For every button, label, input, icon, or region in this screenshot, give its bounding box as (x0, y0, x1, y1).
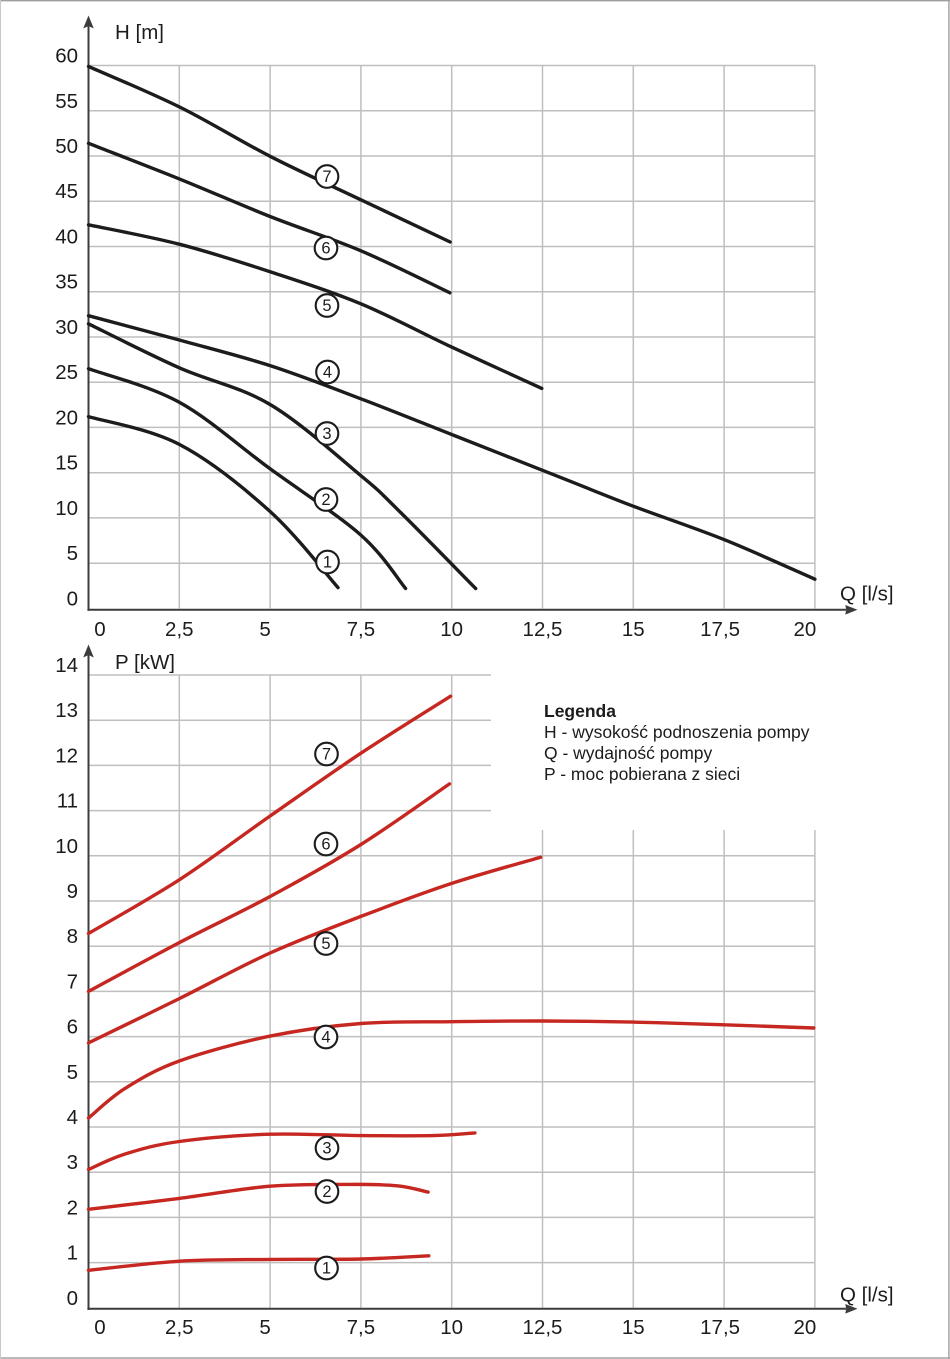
svg-text:20: 20 (55, 406, 78, 429)
svg-text:1: 1 (67, 1242, 78, 1265)
svg-text:60: 60 (55, 45, 78, 68)
svg-text:12,5: 12,5 (523, 1316, 563, 1339)
svg-text:50: 50 (55, 135, 78, 158)
svg-text:10: 10 (55, 835, 78, 858)
svg-text:6: 6 (321, 240, 330, 258)
svg-text:4: 4 (321, 1029, 330, 1047)
svg-text:20: 20 (793, 1316, 816, 1339)
svg-text:9: 9 (67, 880, 78, 903)
svg-text:3: 3 (322, 425, 331, 443)
svg-text:Q [l/s]: Q [l/s] (840, 1284, 894, 1307)
svg-text:P [kW]: P [kW] (115, 651, 175, 674)
svg-text:5: 5 (322, 297, 331, 315)
svg-text:4: 4 (67, 1106, 78, 1129)
svg-text:2: 2 (67, 1196, 78, 1219)
svg-text:Q - wydajność pompy: Q - wydajność pompy (544, 743, 713, 763)
svg-text:17,5: 17,5 (700, 618, 740, 641)
svg-text:35: 35 (55, 271, 78, 294)
svg-text:5: 5 (321, 935, 330, 953)
svg-text:1: 1 (322, 1260, 331, 1278)
svg-text:20: 20 (793, 618, 816, 641)
svg-text:7,5: 7,5 (347, 618, 376, 641)
svg-text:5: 5 (259, 618, 270, 641)
svg-text:7: 7 (322, 168, 331, 186)
svg-text:15: 15 (622, 618, 645, 641)
svg-text:4: 4 (323, 364, 332, 382)
svg-text:0: 0 (94, 618, 105, 641)
svg-text:15: 15 (622, 1316, 645, 1339)
svg-text:10: 10 (55, 497, 78, 520)
svg-text:14: 14 (55, 654, 78, 677)
svg-text:13: 13 (55, 699, 78, 722)
svg-text:12: 12 (55, 744, 78, 767)
svg-text:10: 10 (440, 1316, 463, 1339)
svg-text:5: 5 (67, 1061, 78, 1084)
svg-text:2,5: 2,5 (165, 618, 194, 641)
svg-text:17,5: 17,5 (700, 1316, 740, 1339)
svg-text:3: 3 (322, 1140, 331, 1158)
svg-text:2: 2 (321, 491, 330, 509)
svg-text:1: 1 (323, 554, 332, 572)
svg-text:15: 15 (55, 452, 78, 475)
svg-text:7,5: 7,5 (347, 1316, 376, 1339)
svg-text:Legenda: Legenda (544, 701, 616, 721)
svg-text:2,5: 2,5 (165, 1316, 194, 1339)
svg-text:45: 45 (55, 180, 78, 203)
svg-text:0: 0 (67, 1287, 78, 1310)
svg-text:12,5: 12,5 (523, 618, 563, 641)
svg-text:40: 40 (55, 226, 78, 249)
svg-text:7: 7 (322, 746, 331, 764)
svg-text:H [m]: H [m] (115, 21, 164, 44)
svg-text:P - moc pobierana z sieci: P - moc pobierana z sieci (544, 764, 740, 784)
svg-text:6: 6 (321, 836, 330, 854)
svg-text:55: 55 (55, 90, 78, 113)
svg-text:6: 6 (67, 1016, 78, 1039)
svg-text:30: 30 (55, 316, 78, 339)
svg-text:Q [l/s]: Q [l/s] (840, 583, 894, 606)
svg-text:0: 0 (94, 1316, 105, 1339)
svg-text:7: 7 (67, 970, 78, 993)
svg-text:0: 0 (67, 587, 78, 610)
svg-text:10: 10 (440, 618, 463, 641)
svg-text:5: 5 (259, 1316, 270, 1339)
svg-text:25: 25 (55, 361, 78, 384)
svg-text:2: 2 (322, 1183, 331, 1201)
svg-text:8: 8 (67, 925, 78, 948)
svg-text:5: 5 (67, 542, 78, 565)
svg-text:H - wysokość podnoszenia pompy: H - wysokość podnoszenia pompy (544, 722, 810, 742)
svg-text:3: 3 (67, 1151, 78, 1174)
svg-text:11: 11 (57, 790, 78, 813)
